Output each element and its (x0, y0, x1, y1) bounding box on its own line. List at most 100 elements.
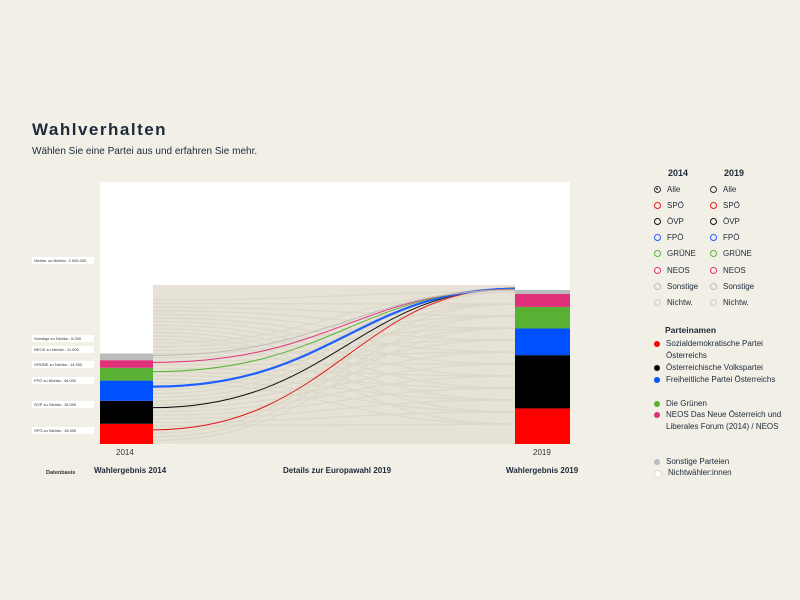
radio-label: GRÜNE (667, 249, 696, 259)
radio-2019-7[interactable]: Nichtw. (710, 295, 749, 309)
party-legend-item: Nichtwähler:innen (654, 467, 794, 479)
right-bar-sonstige[interactable] (515, 290, 570, 295)
party-color-dot-icon (654, 412, 660, 418)
radio-circle-icon[interactable] (710, 250, 717, 258)
radio-label: GRÜNE (723, 249, 752, 259)
radio-label: Alle (723, 184, 737, 194)
radio-label: SPÖ (723, 200, 740, 210)
footer-left-label[interactable]: Wahlergebnis 2014 (94, 466, 167, 475)
radio-2014-0[interactable]: Alle (654, 182, 680, 196)
radio-label: Nichtw. (723, 297, 749, 307)
flow-spö-to-nichtw[interactable] (152, 287, 516, 431)
radio-circle-icon[interactable] (710, 282, 717, 290)
flow-tag: Nichtw. zu Nichtw.: 2.926.000 (32, 257, 94, 264)
radio-circle-icon[interactable] (654, 250, 661, 258)
radio-label: Alle (667, 184, 681, 194)
party-name: Österreichische Volkspartei (666, 363, 763, 372)
flow-tag: NEOS zu Nichtw.: 11.000 (32, 346, 94, 353)
radio-2019-5[interactable]: NEOS (710, 263, 746, 277)
radio-circle-icon[interactable] (710, 217, 717, 225)
page-title: Wahlverhalten (32, 120, 168, 139)
radio-circle-icon[interactable] (710, 185, 717, 193)
flow-tag: Sonstige zu Nichtw.: 6.000 (32, 335, 94, 342)
background-flow (152, 317, 516, 353)
radio-label: ÖVP (723, 216, 740, 226)
left-bar-fpö[interactable] (100, 380, 153, 401)
background-flow (152, 339, 516, 402)
radio-2019-4[interactable]: GRÜNE (710, 247, 752, 261)
radio-label: ÖVP (667, 216, 684, 226)
footer-right-label[interactable]: Wahlergebnis 2019 (506, 466, 579, 475)
radio-circle-icon[interactable] (654, 201, 661, 209)
flow-tag: ÖVP zu Nichtw.: 15.000 (32, 401, 94, 408)
radio-circle-icon[interactable] (710, 298, 717, 306)
radio-2014-1[interactable]: SPÖ (654, 198, 684, 212)
party-legend-item: Sonstige Parteien (654, 456, 794, 468)
radio-2014-2[interactable]: ÖVP (654, 214, 684, 228)
party-name: Die Grünen (666, 399, 707, 408)
background-flow (152, 335, 516, 413)
radio-2019-1[interactable]: SPÖ (710, 198, 740, 212)
right-bar-neos[interactable] (515, 294, 570, 307)
radio-2019-2[interactable]: ÖVP (710, 214, 740, 228)
radio-circle-icon[interactable] (710, 201, 717, 209)
left-bar-spö[interactable] (100, 423, 153, 444)
left-bar-nichtw.[interactable] (100, 182, 153, 354)
background-flow (152, 339, 516, 359)
radio-circle-icon[interactable] (710, 266, 717, 274)
right-bar-grüne[interactable] (515, 306, 570, 329)
radio-circle-icon[interactable] (654, 298, 661, 306)
party-legend-item: Freiheitliche Partei Österreichs (654, 374, 794, 386)
year-label-2014: 2014 (116, 448, 134, 457)
parteinamen-title: Parteinamen (665, 325, 717, 335)
left-bar-sonstige[interactable] (100, 353, 153, 361)
radio-2014-5[interactable]: NEOS (654, 263, 690, 277)
radio-label: Sonstige (667, 281, 699, 291)
radio-2014-4[interactable]: GRÜNE (654, 247, 696, 261)
right-bar-spö[interactable] (515, 408, 570, 444)
background-flow (152, 411, 516, 424)
background-flow (152, 367, 516, 377)
party-color-dot-icon (654, 341, 660, 347)
radio-circle-icon[interactable] (710, 234, 717, 242)
radio-circle-icon[interactable] (654, 217, 661, 225)
radio-circle-icon[interactable] (654, 185, 661, 193)
background-flow (152, 324, 516, 377)
flow-sonstige-to-nichtw[interactable] (152, 289, 516, 356)
background-flow (152, 374, 516, 401)
background-flow (152, 303, 516, 434)
background-flow (152, 378, 516, 413)
radio-circle-icon[interactable] (654, 234, 661, 242)
left-bar-grüne[interactable] (100, 367, 153, 381)
party-name: Nichtwähler:innen (668, 468, 732, 477)
party-color-dot-icon (654, 401, 660, 407)
party-legend-item: NEOS Das Neue Österreich und Liberales F… (654, 409, 794, 433)
left-bar-neos[interactable] (100, 360, 153, 368)
background-flow (152, 399, 516, 420)
right-bar-övp[interactable] (515, 355, 570, 409)
party-legend-item: Österreichische Volkspartei (654, 362, 794, 374)
radio-2019-6[interactable]: Sonstige (710, 279, 754, 293)
background-flow (152, 315, 516, 395)
party-color-dot-icon (654, 459, 660, 465)
radio-2019-0[interactable]: Alle (710, 182, 736, 196)
background-flow (152, 303, 516, 391)
footer-center-label[interactable]: Details zur Europawahl 2019 (283, 466, 392, 475)
background-flow (152, 327, 516, 442)
radio-2014-7[interactable]: Nichtw. (654, 295, 693, 309)
radio-2019-3[interactable]: FPÖ (710, 231, 739, 245)
party-name: NEOS Das Neue Österreich und Liberales F… (666, 410, 782, 431)
background-flows (152, 291, 516, 442)
background-flow (152, 331, 516, 401)
party-legend-item: Sozialdemokratische Partei Österreichs (654, 338, 794, 362)
radio-2014-6[interactable]: Sonstige (654, 279, 698, 293)
radio-circle-icon[interactable] (654, 266, 661, 274)
right-bar-fpö[interactable] (515, 328, 570, 356)
background-flow (152, 338, 516, 425)
page-subtitle: Wählen Sie eine Partei aus und erfahren … (32, 146, 258, 157)
left-bar-övp[interactable] (100, 400, 153, 424)
radio-2014-3[interactable]: FPÖ (654, 231, 683, 245)
legend-col-2014: 2014 (668, 168, 689, 178)
party-color-dot-icon (654, 365, 660, 371)
radio-circle-icon[interactable] (654, 282, 661, 290)
